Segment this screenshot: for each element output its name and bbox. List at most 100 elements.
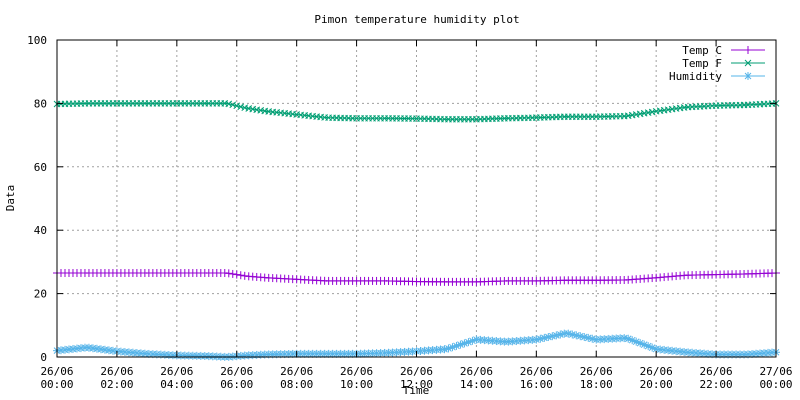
x-tick-label-date: 26/06 <box>400 365 433 378</box>
data-point <box>535 116 538 119</box>
x-tick-label-time: 10:00 <box>340 378 373 391</box>
x-tick-label-date: 26/06 <box>160 365 193 378</box>
x-tick-label-date: 26/06 <box>460 365 493 378</box>
x-tick-label-date: 26/06 <box>640 365 673 378</box>
data-point <box>505 117 508 120</box>
data-point <box>176 102 178 105</box>
series-markers <box>53 100 780 123</box>
data-point <box>205 272 208 274</box>
series-humidity <box>53 329 780 361</box>
data-point <box>265 110 268 113</box>
y-tick-label: 40 <box>34 224 47 237</box>
data-point <box>116 272 118 274</box>
x-tick-label-time: 16:00 <box>520 378 553 391</box>
x-tick-label-time: 18:00 <box>580 378 613 391</box>
x-tick-label-date: 26/06 <box>340 365 373 378</box>
data-point <box>475 281 478 283</box>
data-point <box>86 346 88 349</box>
legend-marker <box>744 72 752 80</box>
y-tick-label: 60 <box>34 161 47 174</box>
x-tick-label-time: 22:00 <box>700 378 733 391</box>
y-tick-label: 20 <box>34 288 47 301</box>
data-point <box>595 115 598 118</box>
data-point <box>205 355 208 357</box>
data-point <box>116 102 118 105</box>
y-tick-label: 80 <box>34 97 47 110</box>
series-temp-c <box>53 268 780 286</box>
data-point <box>245 354 248 357</box>
series-markers <box>53 329 780 361</box>
x-tick-label-time: 04:00 <box>160 378 193 391</box>
data-point <box>715 273 717 276</box>
data-point <box>146 102 148 105</box>
data-point <box>415 280 418 283</box>
data-point <box>565 332 568 335</box>
data-point <box>176 272 178 274</box>
data-point <box>685 274 687 277</box>
data-point <box>295 113 298 116</box>
x-tick-label-time: 02:00 <box>100 378 133 391</box>
data-point <box>625 279 628 281</box>
x-tick-label-time: 00:00 <box>40 378 73 391</box>
data-point <box>445 281 448 283</box>
data-point <box>265 276 268 279</box>
data-point <box>745 273 747 275</box>
series-temp-f <box>53 100 780 123</box>
x-tick-label-time: 20:00 <box>640 378 673 391</box>
data-point <box>565 279 568 282</box>
data-point <box>595 279 598 282</box>
x-tick-label-time: 08:00 <box>280 378 313 391</box>
data-point <box>245 107 248 109</box>
legend-marker <box>744 59 752 67</box>
data-point <box>745 104 747 106</box>
x-tick-label-time: 12:00 <box>400 378 433 391</box>
chart-title: Pimon temperature humidity plot <box>314 13 519 26</box>
data-point <box>535 280 538 282</box>
data-point <box>685 106 687 109</box>
x-tick-label-date: 26/06 <box>220 365 253 378</box>
data-point <box>745 353 747 356</box>
data-point <box>355 280 358 282</box>
x-tick-label-date: 26/06 <box>700 365 733 378</box>
data-point <box>655 110 657 113</box>
legend-label: Humidity <box>669 70 722 83</box>
legend-label: Temp C <box>682 44 722 57</box>
data-point <box>225 102 228 105</box>
data-point <box>325 280 328 282</box>
data-point <box>625 337 628 339</box>
y-tick-label: 0 <box>40 351 47 364</box>
data-point <box>625 115 628 117</box>
y-tick-label: 100 <box>27 34 47 47</box>
data-point <box>655 348 657 350</box>
data-point <box>535 338 538 341</box>
data-point <box>685 351 687 354</box>
x-tick-label-date: 26/06 <box>280 365 313 378</box>
x-tick-label-date: 26/06 <box>520 365 553 378</box>
x-axis-label: Time <box>403 384 430 397</box>
x-tick-label-date: 26/06 <box>100 365 133 378</box>
data-point <box>86 102 88 105</box>
data-point <box>475 118 478 121</box>
data-point <box>385 117 388 120</box>
data-point <box>265 353 268 356</box>
data-point <box>505 280 508 282</box>
data-point <box>295 278 298 281</box>
data-point <box>475 338 478 341</box>
data-point <box>325 116 328 119</box>
data-point <box>325 353 328 355</box>
data-point <box>415 117 418 120</box>
x-tick-label-date: 26/06 <box>580 365 613 378</box>
data-point <box>505 340 508 343</box>
x-tick-label-date: 26/06 <box>40 365 73 378</box>
data-point <box>205 102 208 105</box>
data-point <box>595 338 598 341</box>
data-point <box>146 353 148 355</box>
x-tick-label-time: 06:00 <box>220 378 253 391</box>
data-point <box>715 104 717 107</box>
x-tick-label-time: 14:00 <box>460 378 493 391</box>
axis-layer: 02040608010026/0600:0026/0602:0026/0604:… <box>27 34 792 391</box>
legend-marker <box>744 46 752 54</box>
y-axis-label: Data <box>4 185 17 212</box>
